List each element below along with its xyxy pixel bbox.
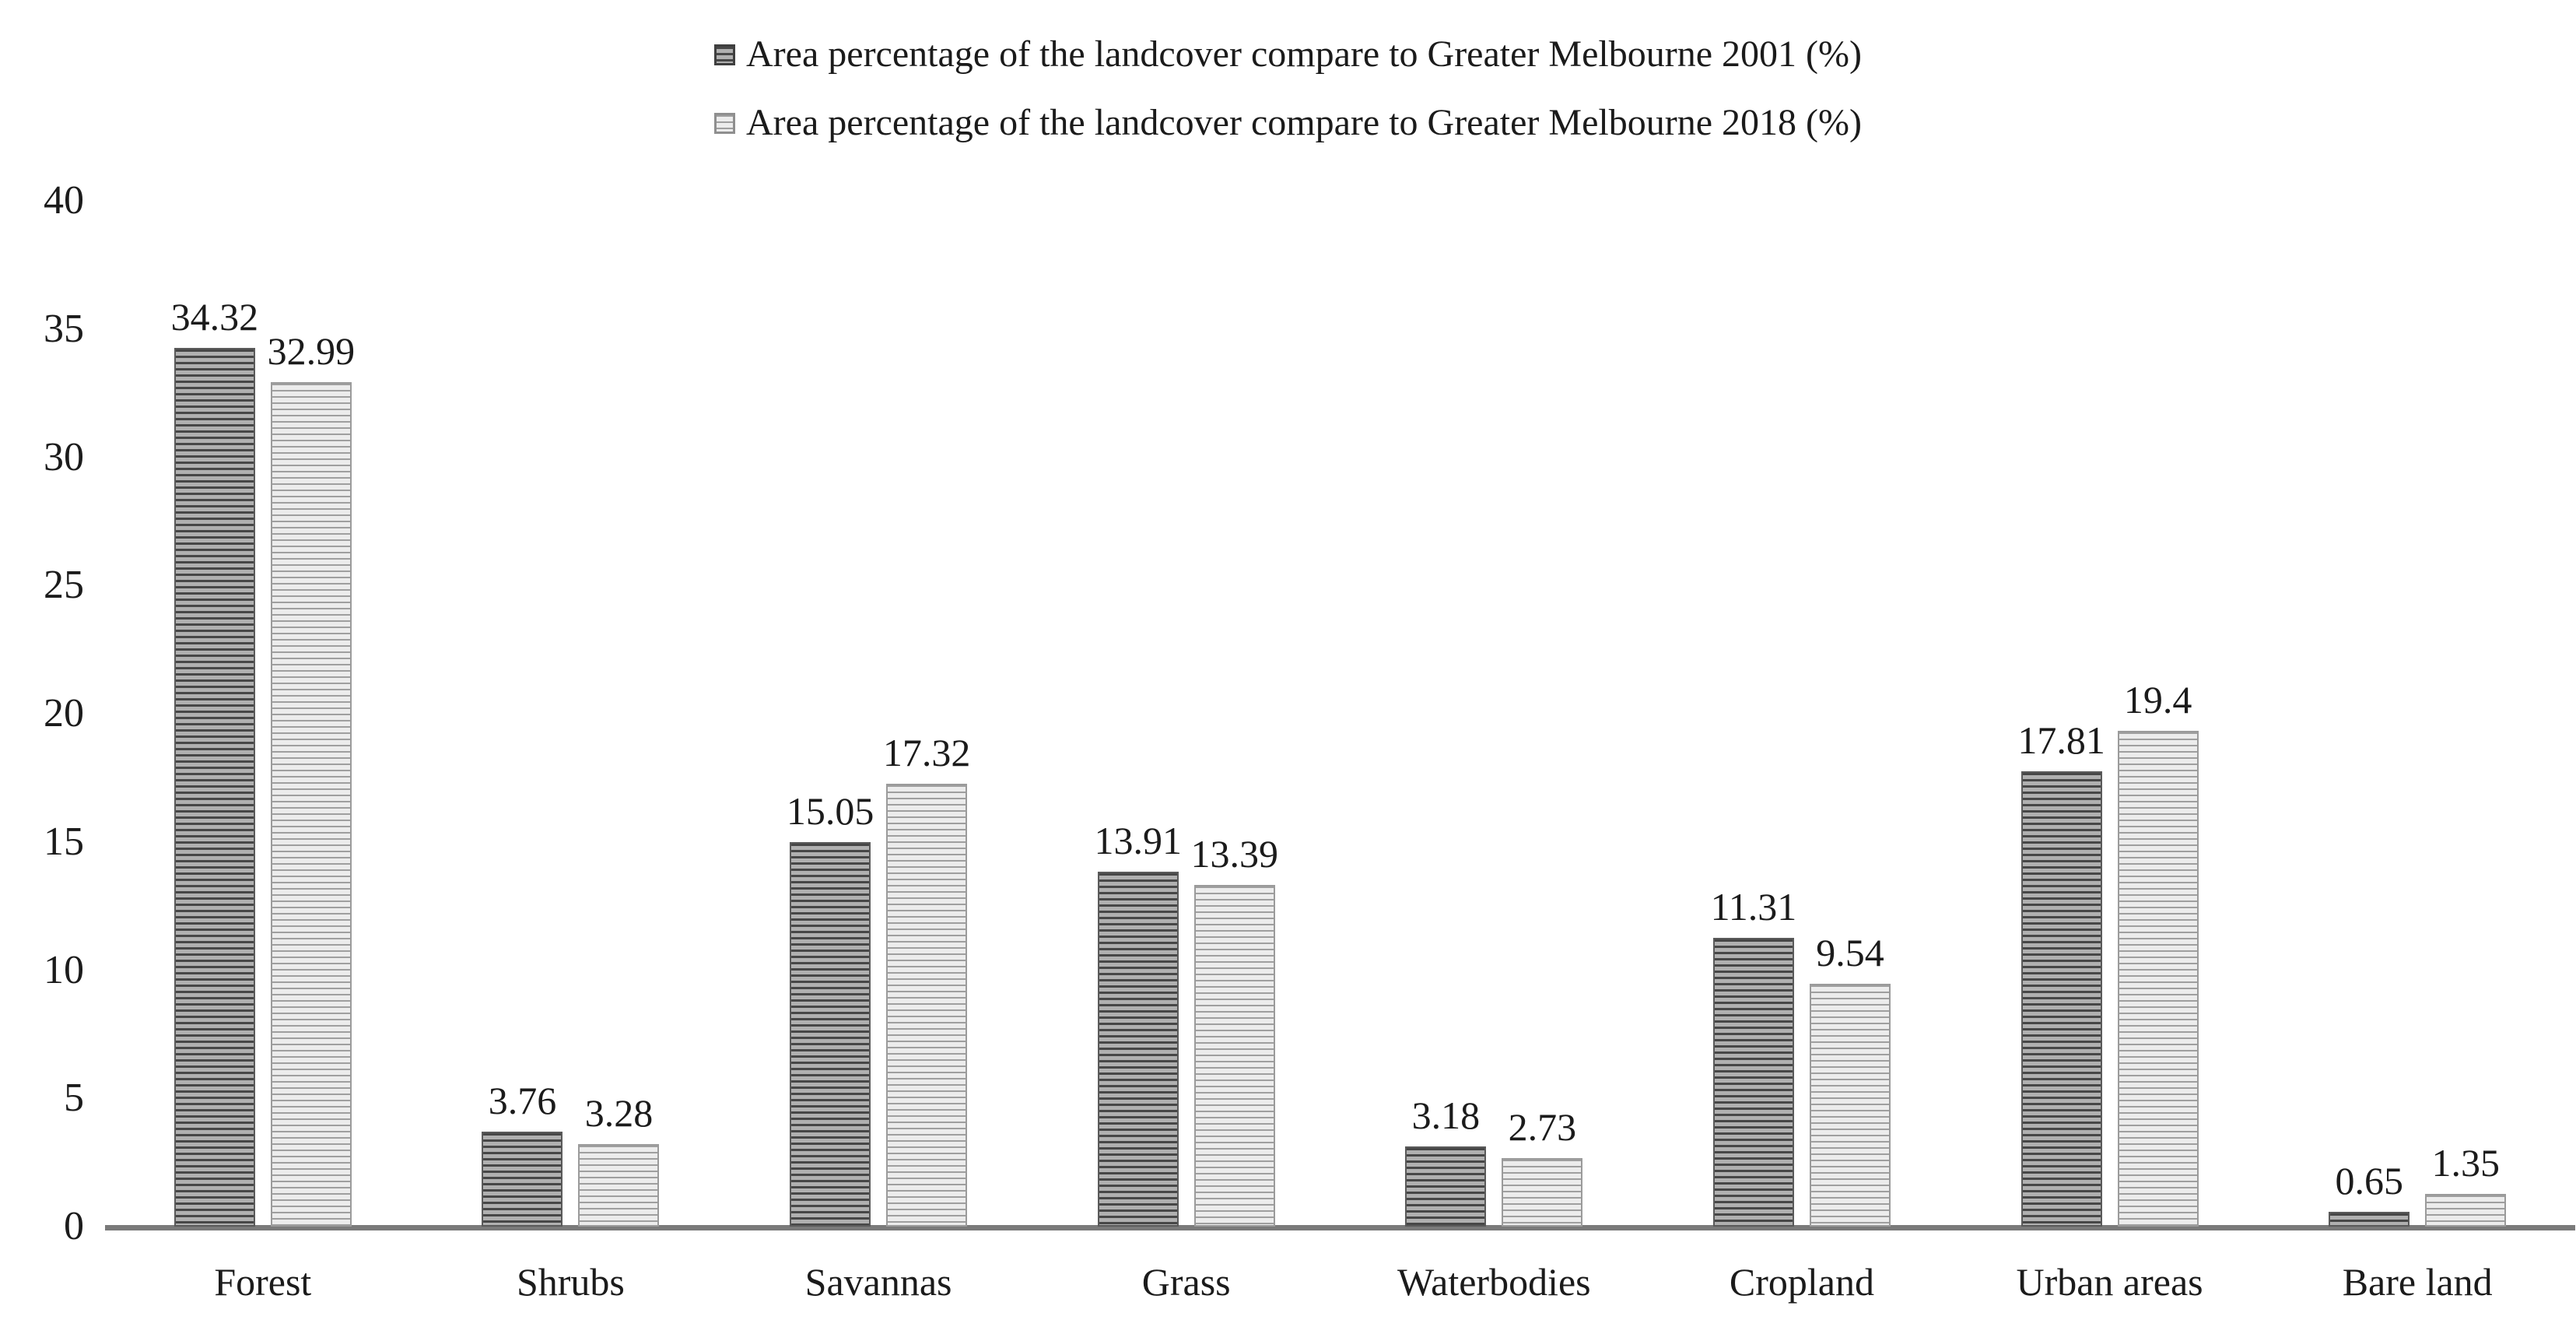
bar-2018-grass [1193,884,1275,1227]
y-axis-tick-label: 5 [64,1076,84,1121]
category-label-cropland: Cropland [1729,1260,1874,1304]
bar-value-label: 2.73 [1508,1105,1577,1150]
bar-value-label: 32.99 [267,328,356,373]
x-axis-line [105,1225,2575,1230]
legend-label-2018: Area percentage of the landcover compare… [746,102,1862,143]
bar-value-label: 15.05 [786,789,874,834]
bar-value-label: 13.91 [1094,818,1182,862]
bar-value-label: 3.18 [1411,1094,1481,1138]
bar-2001-cropland [1712,938,1794,1227]
bar-2018-waterbodies [1502,1158,1583,1227]
bar-value-label: 3.76 [488,1079,557,1123]
bar-value-label: 3.28 [584,1090,654,1135]
category-label-waterbodies: Waterbodies [1397,1260,1591,1304]
bar-2018-shrubs [578,1143,660,1227]
bar-value-label: 17.81 [2017,718,2105,763]
y-axis-tick-label: 20 [44,691,84,735]
bar-value-label: 1.35 [2431,1140,2500,1185]
y-axis-tick-label: 30 [44,434,84,479]
y-axis-tick-label: 25 [44,563,84,608]
category-label-bare-land: Bare land [2342,1260,2493,1304]
bar-value-label: 9.54 [1816,930,1884,974]
y-axis-tick-label: 15 [44,819,84,864]
bar-value-label: 0.65 [2335,1158,2403,1202]
y-axis-tick-label: 0 [64,1204,84,1248]
bar-2001-bare-land [2329,1211,2410,1227]
legend-entry-2001: Area percentage of the landcover compare… [0,33,2576,76]
bar-2001-grass [1097,871,1179,1227]
bar-value-label: 11.31 [1710,885,1797,929]
bar-value-label: 17.32 [882,731,971,775]
bar-2018-forest [270,381,352,1227]
category-label-forest: Forest [214,1260,312,1304]
legend-swatch-2001-icon [714,44,735,65]
bar-value-label: 19.4 [2123,677,2192,721]
bar-value-label: 34.32 [170,295,259,339]
bar-2001-waterbodies [1405,1146,1487,1227]
legend-swatch-2018-icon [714,112,735,134]
bar-2001-savannas [790,842,871,1227]
y-axis-tick-label: 40 [44,178,84,223]
bar-2001-shrubs [482,1132,563,1227]
bar-2018-urban-areas [2117,730,2199,1227]
category-label-savannas: Savannas [804,1260,952,1304]
bar-2001-forest [173,348,255,1227]
category-label-urban-areas: Urban areas [2016,1260,2203,1304]
y-axis-tick-label: 35 [44,306,84,351]
category-label-shrubs: Shrubs [516,1260,625,1304]
legend-label-2001: Area percentage of the landcover compare… [746,33,1862,75]
bar-2001-urban-areas [2020,771,2102,1227]
bar-2018-cropland [1809,983,1891,1227]
bar-2018-savannas [886,784,968,1227]
bar-value-label: 13.39 [1190,831,1278,876]
bar-2018-bare-land [2425,1193,2507,1227]
category-label-grass: Grass [1141,1260,1231,1304]
legend-entry-2018: Area percentage of the landcover compare… [0,101,2576,145]
y-axis-tick-label: 10 [44,947,84,992]
